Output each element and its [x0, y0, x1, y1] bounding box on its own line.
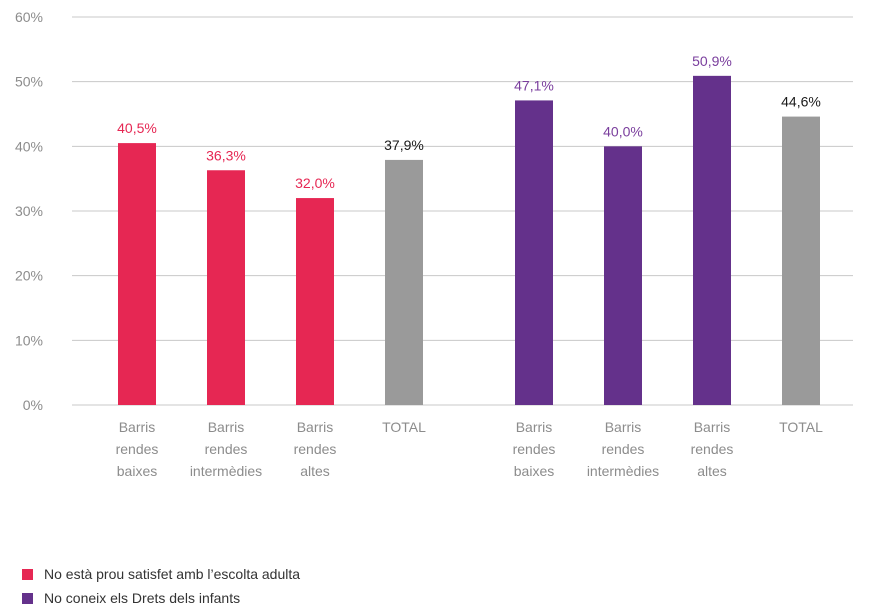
- bar-value-label: 36,3%: [206, 147, 246, 163]
- category-label: TOTAL: [382, 419, 426, 435]
- bar: [296, 198, 334, 405]
- category-label: rendes: [602, 441, 645, 457]
- category-label: intermèdies: [190, 463, 262, 479]
- bar: [207, 170, 245, 405]
- legend-item-rights: No coneix els Drets dels infants: [22, 586, 300, 610]
- bar-value-label: 37,9%: [384, 137, 424, 153]
- bar-value-label: 40,0%: [603, 123, 643, 139]
- y-tick-label: 60%: [15, 9, 43, 25]
- category-label: altes: [697, 463, 727, 479]
- category-label: altes: [300, 463, 330, 479]
- category-label: Barris: [208, 419, 245, 435]
- y-tick-label: 30%: [15, 203, 43, 219]
- bar-value-label: 40,5%: [117, 120, 157, 136]
- category-label: Barris: [605, 419, 642, 435]
- category-label: Barris: [297, 419, 334, 435]
- category-label: intermèdies: [587, 463, 659, 479]
- category-label: Barris: [694, 419, 731, 435]
- legend-swatch-rights: [22, 592, 33, 604]
- category-label: TOTAL: [779, 419, 823, 435]
- bar: [118, 143, 156, 405]
- category-label: rendes: [116, 441, 159, 457]
- bar-value-label: 47,1%: [514, 77, 554, 93]
- bar: [385, 159, 423, 405]
- legend-label-rights: No coneix els Drets dels infants: [44, 590, 241, 606]
- y-tick-label: 0%: [23, 397, 43, 413]
- y-tick-label: 50%: [15, 74, 43, 90]
- bar: [515, 100, 553, 406]
- legend: No està prou satisfet amb l’escolta adul…: [22, 562, 300, 610]
- category-label: baixes: [514, 463, 554, 479]
- bar-value-label: 44,6%: [781, 94, 821, 110]
- legend-item-satisfaction: No està prou satisfet amb l’escolta adul…: [22, 562, 300, 586]
- y-tick-label: 10%: [15, 332, 43, 348]
- legend-swatch-satisfaction: [22, 568, 33, 580]
- legend-label-satisfaction: No està prou satisfet amb l’escolta adul…: [44, 566, 301, 582]
- category-label: rendes: [205, 441, 248, 457]
- y-tick-label: 20%: [15, 268, 43, 284]
- bar: [693, 75, 731, 405]
- bar: [604, 146, 642, 406]
- bar-chart-svg: 0% 10% 20% 30% 40% 50% 60% 40,5% Barris rendes bai…: [15, 9, 853, 479]
- category-label: rendes: [294, 441, 337, 457]
- category-label: rendes: [691, 441, 734, 457]
- bar-value-label: 32,0%: [295, 175, 335, 191]
- category-label: baixes: [117, 463, 157, 479]
- category-label: Barris: [516, 419, 553, 435]
- y-tick-label: 40%: [15, 138, 43, 154]
- category-label: Barris: [119, 419, 156, 435]
- bar-value-label: 50,9%: [692, 53, 732, 69]
- bar: [782, 116, 820, 405]
- category-label: rendes: [513, 441, 556, 457]
